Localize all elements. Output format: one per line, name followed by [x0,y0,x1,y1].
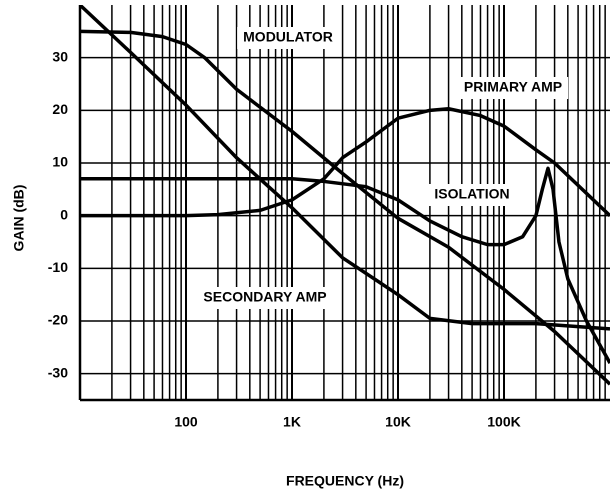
series-label: MODULATOR [243,29,333,45]
y-tick-label: 20 [52,101,68,117]
label-background [428,184,516,206]
series-line [80,166,610,364]
label-background [457,77,569,99]
label-background [197,287,333,309]
series-label: ISOLATION [434,186,509,202]
y-tick-label: 10 [52,154,68,170]
y-tick-label: 30 [52,48,68,64]
series-label: SECONDARY AMP [203,289,326,305]
x-tick-label: 10K [385,414,411,430]
series-label: PRIMARY AMP [464,79,562,95]
y-tick-label: -10 [48,259,68,275]
series-line [80,107,610,218]
x-tick-label: 100K [487,414,520,430]
series-line [80,29,610,386]
x-tick-label: 1K [283,414,301,430]
y-axis-label: GAIN (dB) [11,185,27,252]
x-axis-label: FREQUENCY (Hz) [286,473,404,489]
y-tick-label: 0 [60,206,68,222]
x-tick-label: 100 [174,414,198,430]
label-background [237,27,339,49]
y-tick-label: -30 [48,364,68,380]
series-line [80,5,610,331]
y-tick-label: -20 [48,312,68,328]
